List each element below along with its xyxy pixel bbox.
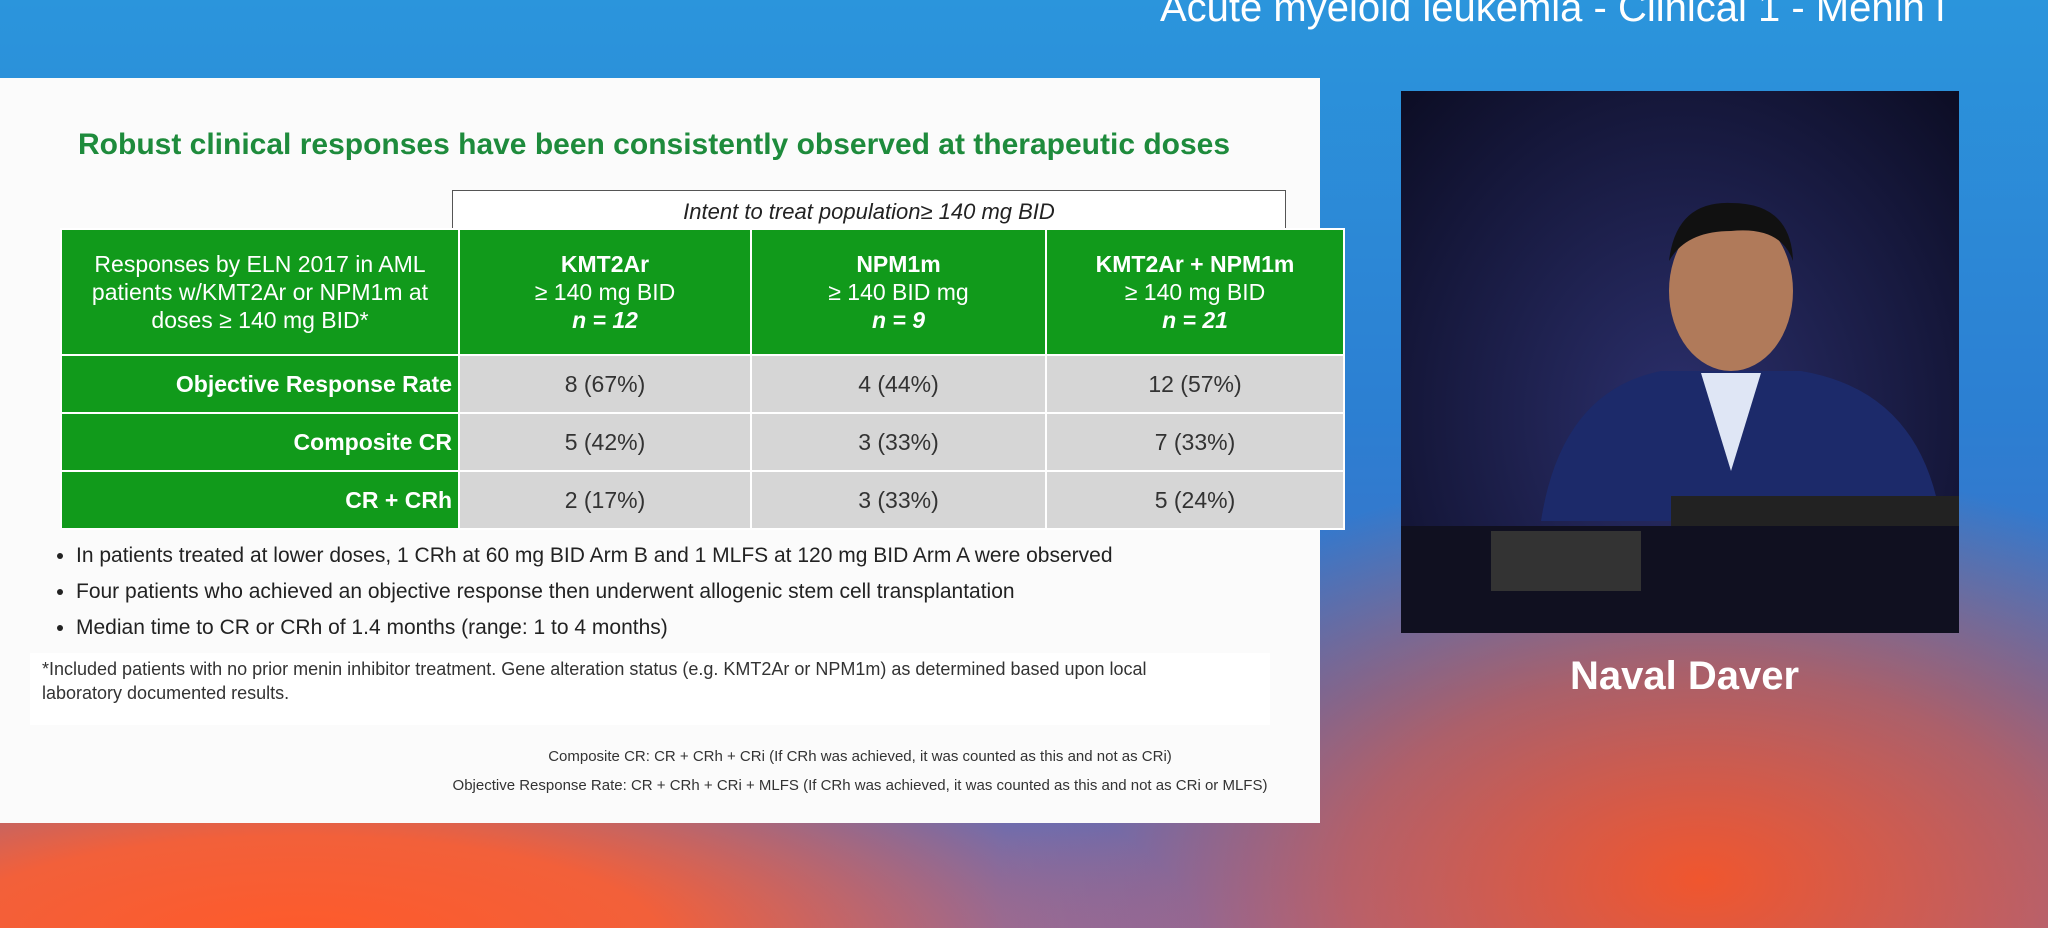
header-line: n = 12 — [572, 307, 638, 333]
header-line: NPM1m — [856, 251, 941, 277]
bullet-list: In patients treated at lower doses, 1 CR… — [40, 538, 1113, 646]
header-cell: Responses by ELN 2017 in AML patients w/K… — [60, 228, 460, 356]
footnote-line: *Included patients with no prior menin i… — [42, 659, 1147, 679]
slide-title: Robust clinical responses have been cons… — [78, 128, 1231, 161]
note-line: Composite CR: CR + CRh + CRi (If CRh was… — [548, 748, 1172, 765]
footnote-line: laboratory documented results. — [42, 683, 290, 703]
bullet: In patients treated at lower doses, 1 CR… — [76, 538, 1113, 574]
shirt — [1701, 373, 1761, 471]
header-line: n = 21 — [1162, 307, 1228, 333]
row-label: Composite CR — [60, 412, 460, 472]
table-row: Objective Response Rate 8 (67%) 4 (44%) 12 … — [60, 354, 1345, 414]
header-line: n = 9 — [871, 307, 926, 333]
value-cell: 4 (44%) — [750, 354, 1047, 414]
table-row: Composite CR 5 (42%) 3 (33%) 7 (33%) — [60, 412, 1345, 472]
bullet: Four patients who achieved an objective … — [76, 574, 1113, 610]
speaker-name: Naval Daver — [1570, 654, 1800, 698]
header-line: ≥ 140 mg BID — [534, 279, 676, 305]
table-row: CR + CRh 2 (17%) 3 (33%) 5 (24%) — [60, 470, 1345, 530]
header-line: KMT2Ar — [560, 251, 650, 277]
row-label: Objective Response Rate — [60, 354, 460, 414]
speaker-video — [1401, 91, 1959, 633]
notes: Composite CR: CR + CRh + CRi (If CRh was… — [300, 742, 1420, 800]
video-scene — [1401, 202, 1959, 633]
row-label: CR + CRh — [60, 470, 460, 530]
value-cell: 3 (33%) — [750, 470, 1047, 530]
hair — [1669, 202, 1793, 261]
monitor — [1491, 531, 1641, 591]
head — [1669, 211, 1793, 371]
header-cell: KMT2Ar ≥ 140 mg BID n = 12 — [458, 228, 752, 356]
header-cell: KMT2Ar + NPM1m ≥ 140 mg BID n = 21 — [1045, 228, 1345, 356]
value-cell: 2 (17%) — [458, 470, 752, 530]
header-cell: NPM1m ≥ 140 BID mg n = 9 — [750, 228, 1047, 356]
footnote: *Included patients with no prior menin i… — [30, 653, 1270, 725]
suit — [1541, 371, 1941, 521]
header-line: doses ≥ 140 mg BID* — [151, 307, 369, 333]
header-line: KMT2Ar + NPM1m — [1095, 251, 1295, 277]
value-cell: 3 (33%) — [750, 412, 1047, 472]
value-cell: 7 (33%) — [1045, 412, 1345, 472]
value-cell: 5 (24%) — [1045, 470, 1345, 530]
super-header: Intent to treat population≥ 140 mg BID — [452, 190, 1286, 234]
bullet: Median time to CR or CRh of 1.4 months (… — [76, 610, 1113, 646]
desk — [1401, 526, 1959, 633]
note-line: Objective Response Rate: CR + CRh + CRi … — [452, 777, 1268, 794]
header-line: patients w/KMT2Ar or NPM1m at — [91, 279, 429, 305]
value-cell: 5 (42%) — [458, 412, 752, 472]
header-line: Responses by ELN 2017 in AML — [94, 251, 426, 277]
header-row: Responses by ELN 2017 in AML patients w/K… — [60, 228, 1345, 356]
value-cell: 12 (57%) — [1045, 354, 1345, 414]
header-line: ≥ 140 BID mg — [828, 279, 969, 305]
value-cell: 8 (67%) — [458, 354, 752, 414]
header-line: ≥ 140 mg BID — [1124, 279, 1266, 305]
header-title: Acute myeloid leukemia - Clinical 1 - Me… — [1160, 0, 1945, 30]
results-table: Responses by ELN 2017 in AML patients w/K… — [60, 228, 1345, 530]
